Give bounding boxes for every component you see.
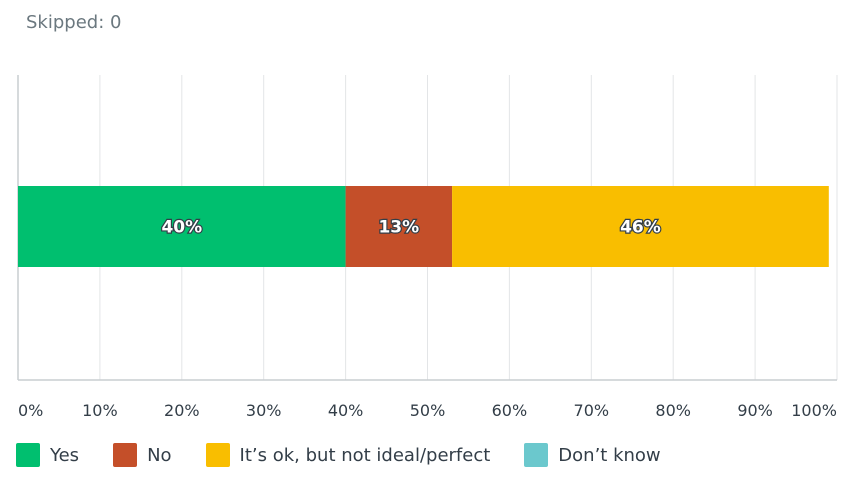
- legend-item[interactable]: Don’t know: [524, 443, 661, 467]
- legend-label: Don’t know: [558, 444, 661, 466]
- legend-swatch: [16, 443, 40, 467]
- legend-item[interactable]: It’s ok, but not ideal/perfect: [205, 443, 491, 467]
- legend: Yes No It’s ok, but not ideal/perfect Don’t…: [16, 443, 661, 467]
- bar-value-label: 13%: [378, 218, 419, 238]
- skipped-count: Skipped: 0: [26, 12, 122, 33]
- legend-swatch: [524, 443, 549, 467]
- legend-label: Yes: [50, 444, 80, 466]
- legend-label: No: [147, 444, 172, 466]
- x-tick-label: 30%: [246, 401, 282, 420]
- x-tick-label: 90%: [737, 401, 773, 420]
- x-tick-label: 70%: [574, 401, 610, 420]
- bar-labels: 40% 13% 46%: [160, 216, 662, 238]
- x-tick-label: 100%: [791, 401, 837, 420]
- legend-label: It’s ok, but not ideal/perfect: [239, 444, 491, 466]
- bar-value-label: 40%: [161, 218, 202, 238]
- x-tick-label: 10%: [82, 401, 118, 420]
- x-tick-label: 60%: [492, 401, 528, 420]
- bar-segment-1[interactable]: [345, 186, 453, 267]
- x-tick-label: 0%: [18, 401, 43, 420]
- bars: [18, 186, 829, 267]
- x-tick-label: 50%: [410, 401, 446, 420]
- x-tick-label: 20%: [164, 401, 200, 420]
- bar-value-label: 46%: [620, 218, 661, 238]
- x-tick-label: 40%: [328, 401, 364, 420]
- legend-swatch: [205, 443, 230, 467]
- x-axis-ticks: 0% 10% 20% 30% 40% 50% 60% 70% 80% 90% 100%: [18, 401, 837, 420]
- legend-swatch: [113, 443, 138, 467]
- legend-item[interactable]: No: [113, 443, 172, 467]
- stacked-bar-chart: 40% 13% 46% 0% 10% 20% 30% 40% 50% 60% 70% 80% 90% 1…: [17, 75, 838, 420]
- x-tick-label: 80%: [655, 401, 691, 420]
- bar-segment-0[interactable]: [18, 186, 346, 267]
- legend-item[interactable]: Yes: [16, 443, 79, 467]
- bar-segment-2[interactable]: [452, 186, 829, 267]
